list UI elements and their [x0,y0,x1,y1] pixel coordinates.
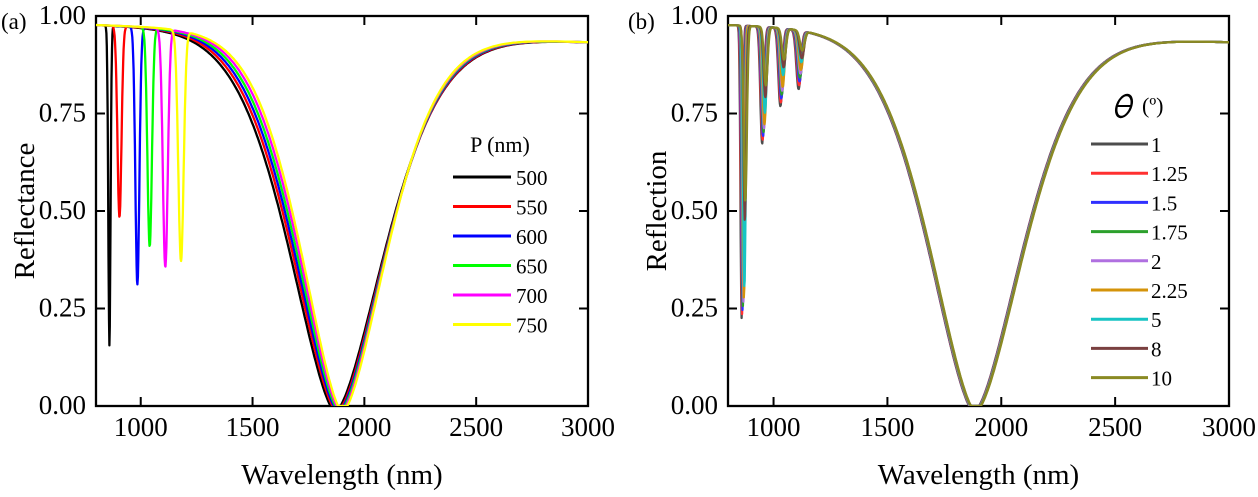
svg-text:8: 8 [1151,337,1162,361]
svg-text:2500: 2500 [449,412,503,442]
svg-text:2500: 2500 [1088,412,1142,442]
svg-text:0.75: 0.75 [39,98,86,128]
svg-text:1.00: 1.00 [39,0,86,30]
svg-text:0.00: 0.00 [671,390,718,420]
svg-text:1.00: 1.00 [671,0,718,30]
svg-text:1.5: 1.5 [1151,191,1177,215]
svg-text:2.25: 2.25 [1151,279,1188,303]
svg-text:Wavelength (nm): Wavelength (nm) [878,459,1079,491]
svg-text:0.25: 0.25 [671,293,718,323]
svg-text:Reflectance: Reflectance [9,143,41,280]
svg-text:2: 2 [1151,250,1162,274]
svg-text:600: 600 [516,225,548,249]
svg-text:650: 650 [516,255,548,279]
svg-text:(a): (a) [1,9,27,34]
svg-text:2000: 2000 [974,412,1028,442]
svg-text:Wavelength (nm): Wavelength (nm) [241,459,442,491]
svg-text:(º): (º) [1142,93,1163,118]
svg-text:0.25: 0.25 [39,293,86,323]
svg-text:3000: 3000 [561,412,615,442]
svg-text:0.75: 0.75 [671,98,718,128]
svg-text:1: 1 [1151,133,1162,157]
svg-text:0.00: 0.00 [39,390,86,420]
svg-text:3000: 3000 [1202,412,1256,442]
svg-text:0.50: 0.50 [671,195,718,225]
svg-text:1.25: 1.25 [1151,162,1188,186]
svg-text:0.50: 0.50 [39,195,86,225]
svg-text:1000: 1000 [114,412,168,442]
svg-text:P (nm): P (nm) [470,132,530,157]
svg-text:1500: 1500 [226,412,280,442]
svg-text:Reflection: Reflection [641,150,673,271]
svg-text:500: 500 [516,166,548,190]
svg-text:700: 700 [516,284,548,308]
svg-text:10: 10 [1151,367,1172,391]
svg-text:2000: 2000 [337,412,391,442]
svg-text:1000: 1000 [747,412,801,442]
svg-text:5: 5 [1151,308,1162,332]
svg-text:1500: 1500 [860,412,914,442]
svg-text:1.75: 1.75 [1151,221,1188,245]
svg-text:550: 550 [516,196,548,220]
svg-text:(b): (b) [628,9,655,34]
svg-text:750: 750 [516,314,548,338]
